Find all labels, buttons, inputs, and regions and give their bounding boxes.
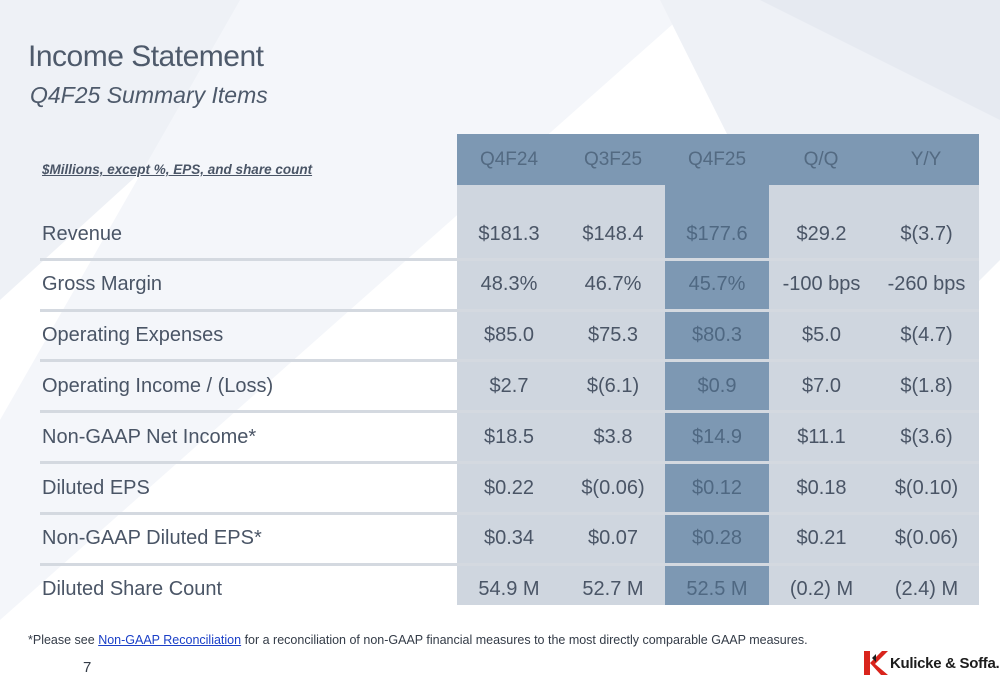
cell-yy: $(4.7) — [900, 324, 953, 347]
cell-qq: $0.18 — [796, 476, 847, 499]
non-gaap-reconciliation-link[interactable]: Non-GAAP Reconciliation — [98, 633, 242, 647]
cell-q4f24: $0.34 — [483, 527, 535, 550]
cell-q3f25: $0.07 — [587, 527, 639, 550]
cell-q4f25: $80.3 — [691, 324, 743, 347]
cell-qq: $29.2 — [796, 222, 847, 245]
ks-logo-icon — [864, 651, 888, 675]
cell-q4f25: $0.28 — [691, 527, 743, 550]
cell-q4f25: $0.9 — [697, 374, 737, 397]
row-label: Gross Margin — [42, 273, 163, 296]
cell-q3f25: $75.3 — [587, 324, 639, 347]
company-logo: Kulicke & Soffa. — [862, 648, 1000, 678]
cell-yy: $(0.06) — [894, 527, 959, 550]
column-header-q3f25: Q3F25 — [583, 148, 643, 170]
cell-q4f24: $0.22 — [483, 476, 535, 499]
row-separator — [40, 257, 979, 261]
cell-q4f24: $181.3 — [478, 222, 540, 245]
column-bg-q4f25-highlight — [665, 134, 769, 605]
column-bg-q4f24 — [457, 185, 561, 605]
cell-q4f24: $2.7 — [489, 374, 529, 397]
cell-q3f25: $(6.1) — [586, 374, 640, 397]
cell-q4f24: 48.3% — [480, 273, 538, 296]
row-label: Operating Income / (Loss) — [42, 374, 274, 397]
page-title: Income Statement — [28, 40, 264, 73]
page-number: 7 — [83, 659, 92, 676]
cell-yy: $(0.10) — [894, 476, 959, 499]
cell-q4f24: $18.5 — [483, 425, 535, 448]
logo-text: Kulicke & Soffa. — [890, 654, 1000, 672]
row-label: Diluted EPS — [42, 476, 150, 499]
page-subtitle: Q4F25 Summary Items — [30, 82, 268, 108]
cell-q4f24: $85.0 — [483, 324, 535, 347]
cell-yy: -260 bps — [887, 273, 966, 296]
cell-q3f25: $148.4 — [582, 222, 644, 245]
row-label: Non-GAAP Net Income* — [42, 425, 257, 448]
row-label: Diluted Share Count — [42, 578, 223, 601]
column-bg-yy — [874, 185, 979, 605]
cell-yy: $(3.7) — [900, 222, 953, 245]
cell-q3f25: $3.8 — [593, 425, 633, 448]
footnote-prefix: *Please see — [28, 633, 99, 647]
cell-yy: (2.4) M — [894, 578, 959, 601]
cell-qq: $11.1 — [797, 425, 846, 448]
column-bg-q3f25 — [561, 185, 665, 605]
units-note: $Millions, except %, EPS, and share coun… — [42, 162, 313, 177]
column-header-qq: Q/Q — [803, 148, 839, 170]
cell-yy: $(3.6) — [900, 425, 953, 448]
cell-qq: $5.0 — [802, 324, 841, 347]
footnote-suffix: for a reconciliation of non-GAAP financi… — [241, 633, 808, 647]
cell-q3f25: 52.7 M — [582, 578, 644, 601]
cell-qq: -100 bps — [782, 273, 861, 296]
row-label: Revenue — [42, 222, 123, 245]
cell-qq: $7.0 — [802, 374, 841, 397]
cell-qq: $0.21 — [796, 527, 847, 550]
row-label: Operating Expenses — [42, 324, 224, 347]
row-separator — [40, 359, 979, 363]
row-label: Non-GAAP Diluted EPS* — [42, 527, 262, 550]
row-separator — [40, 511, 979, 515]
row-separator — [40, 308, 979, 312]
column-header-yy: Y/Y — [910, 148, 942, 170]
column-header-q4f25: Q4F25 — [687, 148, 747, 170]
cell-q3f25: $(0.06) — [581, 476, 645, 499]
row-separator — [40, 461, 979, 464]
footnote: *Please see Non-GAAP Reconciliation for … — [28, 633, 808, 647]
cell-q4f25: 52.5 M — [686, 578, 748, 601]
cell-q4f25: 45.7% — [688, 273, 746, 296]
cell-q4f25: $177.6 — [686, 222, 748, 245]
cell-q3f25: 46.7% — [584, 273, 642, 296]
cell-q4f25: $0.12 — [691, 476, 743, 499]
cell-yy: $(1.8) — [900, 374, 953, 397]
cell-qq: (0.2) M — [789, 578, 854, 601]
row-separator — [40, 410, 979, 414]
cell-q4f25: $14.9 — [691, 425, 743, 448]
row-separator — [40, 562, 979, 566]
cell-q4f24: 54.9 M — [478, 578, 540, 601]
column-header-q4f24: Q4F24 — [479, 148, 539, 170]
column-bg-qq — [769, 185, 874, 605]
